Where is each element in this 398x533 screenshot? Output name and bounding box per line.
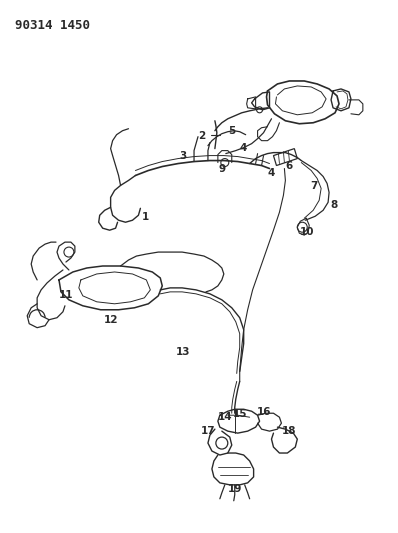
Text: 9: 9 bbox=[218, 164, 225, 174]
Text: 6: 6 bbox=[286, 160, 293, 171]
Text: 1: 1 bbox=[142, 212, 149, 222]
Text: 5: 5 bbox=[228, 126, 235, 136]
Text: 15: 15 bbox=[232, 409, 247, 419]
Text: 14: 14 bbox=[217, 412, 232, 422]
Text: 17: 17 bbox=[201, 426, 215, 436]
Text: 4: 4 bbox=[268, 168, 275, 179]
Text: 10: 10 bbox=[300, 227, 314, 237]
Text: 2: 2 bbox=[198, 131, 206, 141]
Text: 12: 12 bbox=[103, 314, 118, 325]
Text: 18: 18 bbox=[282, 426, 297, 436]
Text: 4: 4 bbox=[239, 143, 246, 152]
Text: 3: 3 bbox=[179, 151, 187, 160]
Text: 11: 11 bbox=[59, 290, 73, 300]
Text: 19: 19 bbox=[228, 484, 242, 494]
Text: 7: 7 bbox=[310, 181, 318, 191]
Text: 13: 13 bbox=[176, 346, 190, 357]
Text: 8: 8 bbox=[330, 200, 338, 211]
Text: 16: 16 bbox=[257, 407, 272, 417]
Text: 90314 1450: 90314 1450 bbox=[15, 19, 90, 33]
